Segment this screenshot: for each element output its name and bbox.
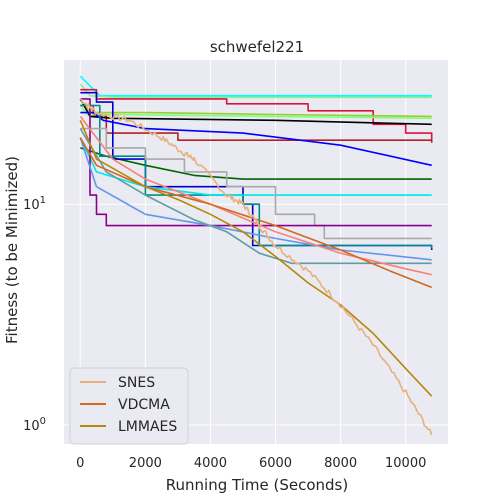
series-line-17 <box>79 137 432 289</box>
x-tick-label: 8000 <box>324 456 357 471</box>
y-axis-label: Fitness (to be Minimized) <box>3 156 21 344</box>
x-tick-label: 4000 <box>194 456 227 471</box>
series-line-8 <box>80 147 432 180</box>
y-tick-label: 101 <box>23 195 46 213</box>
series-line-18 <box>79 119 433 397</box>
series-line-15 <box>79 128 432 265</box>
x-tick-label: 2000 <box>129 456 162 471</box>
x-axis-label: Running Time (Seconds) <box>166 476 348 494</box>
series-line-7 <box>80 111 432 167</box>
series-layer <box>79 75 433 436</box>
series-line-4 <box>79 98 432 118</box>
series-line-16 <box>79 115 432 276</box>
series-line-19 <box>79 98 433 436</box>
x-tick-labels: 0 2000 4000 6000 8000 10000 <box>76 456 426 471</box>
legend-label: LMMAES <box>118 419 177 435</box>
legend-label: SNES <box>118 375 155 391</box>
x-tick-label: 0 <box>76 456 84 471</box>
legend-label: VDCMA <box>118 397 170 413</box>
chart-title: schwefel221 <box>210 38 304 56</box>
legend: SNES VDCMA LMMAES <box>69 367 189 445</box>
y-tick-labels: 100 101 <box>23 195 46 434</box>
x-tick-label: 6000 <box>259 456 292 471</box>
x-tick-label: 10000 <box>385 456 426 471</box>
series-line-13 <box>80 98 432 227</box>
y-tick-label: 100 <box>23 416 46 434</box>
